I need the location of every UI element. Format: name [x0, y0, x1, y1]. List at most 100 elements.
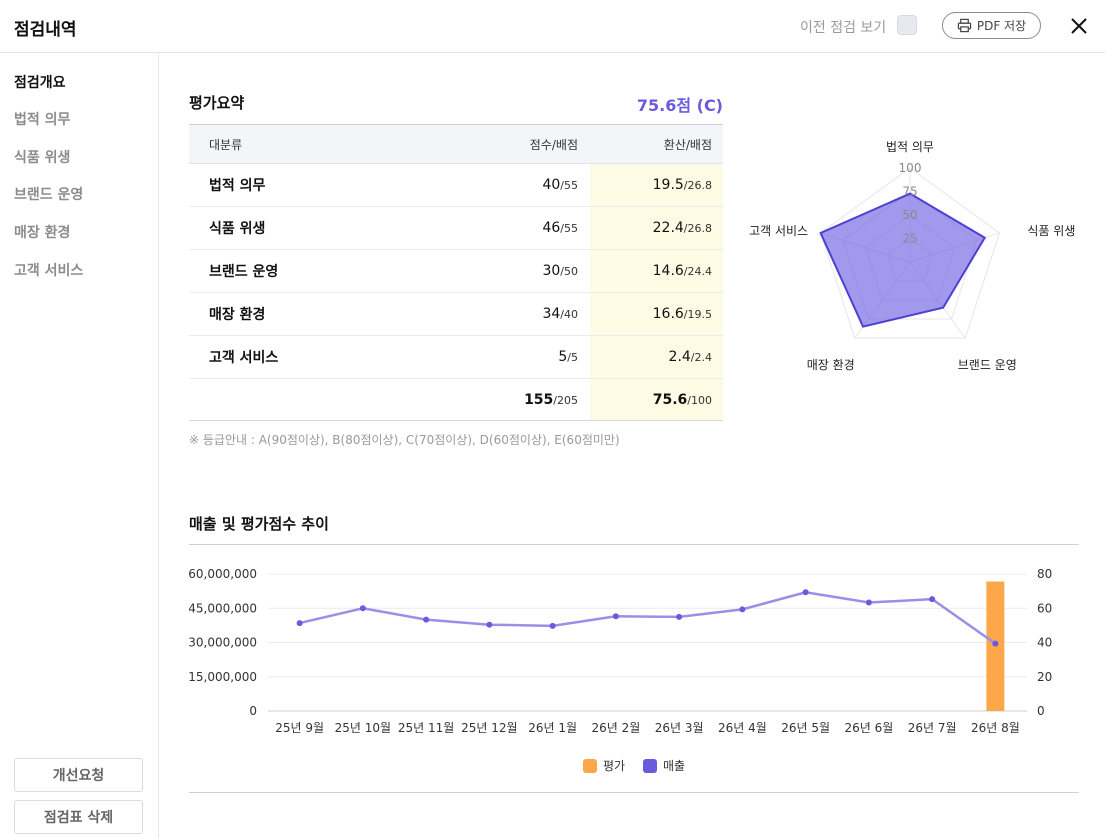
score-table: 대분류 점수/배점 환산/배점 법적 의무 40/55 19.5/26.8 식품… [189, 124, 723, 421]
divider [189, 544, 1079, 545]
row-category: 법적 의무 [189, 163, 379, 207]
legend-label: 매출 [663, 759, 685, 773]
total-score-cell: 155/205 [379, 378, 590, 421]
radar-axis-label: 법적 의무 [886, 140, 934, 154]
row-converted: 22.4/26.8 [590, 206, 723, 250]
summary-title: 평가요약 [189, 94, 245, 112]
score-max: /50 [560, 265, 578, 278]
radar-axis-label: 브랜드 운영 [958, 358, 1017, 372]
row-score: 40/55 [379, 163, 590, 207]
delete-checklist-button[interactable]: 점검표 삭제 [14, 800, 143, 834]
x-tick-label: 26년 7월 [908, 721, 957, 735]
sidebar: 점검개요 법적 의무 식품 위생 브랜드 운영 매장 환경 고객 서비스 개선요… [0, 53, 159, 838]
y-right-tick-label: 40 [1037, 636, 1052, 650]
converted-value: 22.4 [652, 220, 684, 236]
radar-tick-label: 25 [902, 232, 917, 246]
row-score: 30/50 [379, 249, 590, 293]
row-category: 고객 서비스 [189, 335, 379, 379]
x-tick-label: 26년 3월 [655, 721, 704, 735]
row-converted: 14.6/24.4 [590, 249, 723, 293]
score-value: 5 [558, 349, 568, 365]
point-sales [549, 622, 556, 629]
radar-axis-label: 매장 환경 [807, 358, 855, 372]
sidebar-item-overview[interactable]: 점검개요 [14, 75, 66, 91]
column-header-score: 점수/배점 [379, 124, 590, 164]
x-tick-label: 25년 12월 [461, 721, 517, 735]
table-header-row: 대분류 점수/배점 환산/배점 [189, 124, 723, 164]
total-converted-cell: 75.6/100 [590, 378, 723, 421]
legend-swatch [583, 759, 597, 773]
score-max: /40 [560, 308, 578, 321]
table-row: 브랜드 운영 30/50 14.6/24.4 [189, 249, 723, 293]
sidebar-item-hygiene[interactable]: 식품 위생 [14, 150, 71, 166]
point-sales [865, 599, 872, 606]
row-category: 브랜드 운영 [189, 249, 379, 293]
converted-max: /2.4 [690, 351, 712, 364]
x-tick-label: 26년 8월 [971, 721, 1020, 735]
y-right-tick-label: 0 [1037, 704, 1045, 718]
y-right-tick-label: 60 [1037, 601, 1052, 615]
x-tick-label: 25년 10월 [335, 721, 391, 735]
y-right-tick-label: 20 [1037, 670, 1052, 684]
row-score: 34/40 [379, 292, 590, 336]
converted-value: 16.6 [652, 306, 684, 322]
table-row: 식품 위생 46/55 22.4/26.8 [189, 206, 723, 250]
point-sales [296, 620, 303, 627]
total-score-max: /205 [553, 393, 578, 407]
converted-max: /24.4 [683, 265, 712, 278]
total-category [189, 378, 379, 421]
printer-icon [957, 18, 972, 33]
row-score: 46/55 [379, 206, 590, 250]
pdf-save-button[interactable]: PDF 저장 [942, 12, 1041, 39]
divider [189, 792, 1079, 793]
row-converted: 16.6/19.5 [590, 292, 723, 336]
converted-max: /26.8 [683, 179, 712, 192]
sidebar-item-store[interactable]: 매장 환경 [14, 225, 71, 241]
converted-value: 19.5 [652, 177, 684, 193]
row-converted: 19.5/26.8 [590, 163, 723, 207]
total-converted-max: /100 [687, 393, 712, 407]
trend-title: 매출 및 평가점수 추이 [189, 515, 329, 533]
line-sales [299, 590, 997, 645]
y-left-tick-label: 0 [249, 704, 257, 718]
pdf-save-label: PDF 저장 [976, 19, 1027, 33]
table-row: 고객 서비스 5/5 2.4/2.4 [189, 335, 723, 379]
point-sales [929, 596, 936, 603]
radar-axis-label: 고객 서비스 [749, 224, 808, 238]
prev-inspection-checkbox[interactable] [897, 15, 917, 35]
sidebar-item-legal[interactable]: 법적 의무 [14, 112, 71, 128]
score-max: /55 [560, 222, 578, 235]
x-tick-label: 26년 2월 [591, 721, 640, 735]
score-value: 30 [542, 263, 561, 279]
x-tick-label: 25년 11월 [398, 721, 454, 735]
total-converted-value: 75.6 [652, 391, 688, 408]
legend-swatch [643, 759, 657, 773]
row-category: 식품 위생 [189, 206, 379, 250]
sidebar-item-service[interactable]: 고객 서비스 [14, 263, 84, 279]
radar-tick-label: 50 [902, 208, 917, 222]
sidebar-item-brand[interactable]: 브랜드 운영 [14, 187, 84, 203]
table-row: 법적 의무 40/55 19.5/26.8 [189, 163, 723, 207]
y-left-tick-label: 15,000,000 [189, 670, 257, 684]
table-total-row: 155/205 75.6/100 [189, 378, 723, 421]
y-left-tick-label: 30,000,000 [189, 636, 257, 650]
y-left-tick-label: 60,000,000 [189, 567, 257, 581]
total-score-value: 155 [524, 391, 554, 408]
score-max: /55 [560, 179, 578, 192]
score-max: /5 [567, 351, 578, 364]
close-icon [1071, 18, 1087, 34]
radar-grid-ring [820, 167, 1000, 339]
radar-axis-label: 식품 위생 [1027, 224, 1075, 238]
y-left-tick-label: 45,000,000 [189, 601, 257, 615]
total-score: 75.6점 (C) [636, 96, 723, 115]
close-button[interactable] [1066, 13, 1092, 39]
x-tick-label: 26년 6월 [844, 721, 893, 735]
row-score: 5/5 [379, 335, 590, 379]
column-header-category: 대분류 [189, 124, 379, 164]
table-row: 매장 환경 34/40 16.6/19.5 [189, 292, 723, 336]
row-converted: 2.4/2.4 [590, 335, 723, 379]
x-tick-label: 26년 4월 [718, 721, 767, 735]
improvement-request-button[interactable]: 개선요청 [14, 758, 143, 792]
point-sales [676, 613, 683, 620]
